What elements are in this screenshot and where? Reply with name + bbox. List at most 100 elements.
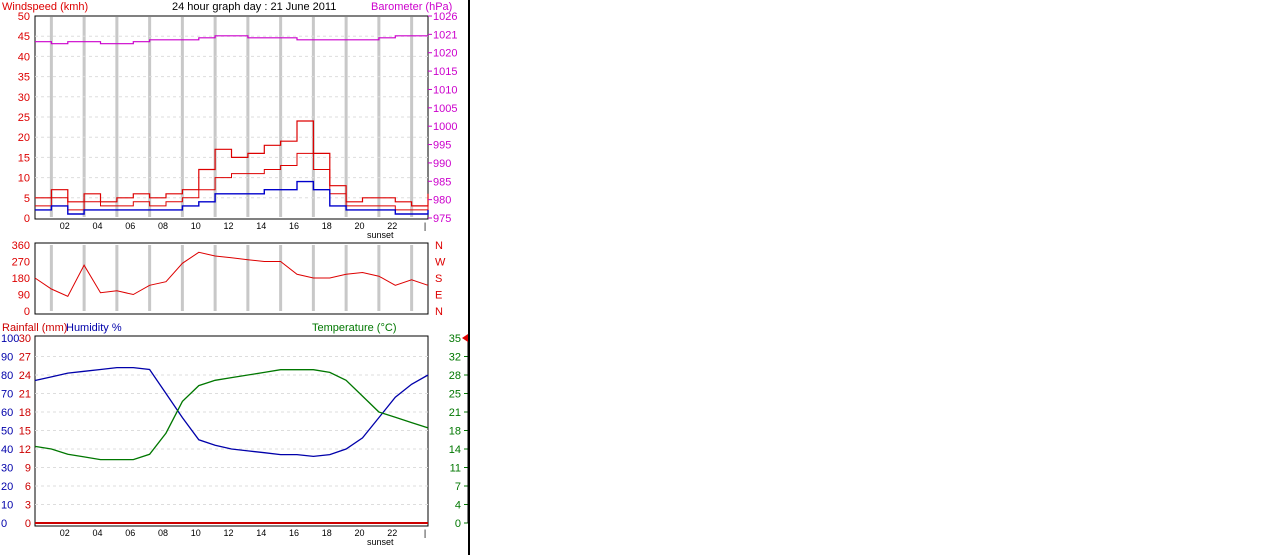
climate-x-tick: 12 <box>223 528 233 538</box>
temperature-y-tick: 14 <box>449 444 461 456</box>
rainfall-y-tick: 6 <box>25 481 31 493</box>
baro-y-tick: 1021 <box>433 29 457 41</box>
wind-y-tick: 15 <box>18 152 30 164</box>
climate-x-tick: 10 <box>191 528 201 538</box>
barometer-line <box>35 35 428 45</box>
rainfall-axis-title: Rainfall (mm) <box>2 322 67 334</box>
wind-panel-frame <box>34 15 429 220</box>
wind-x-tick: 12 <box>223 221 233 231</box>
rainfall-y-tick: 24 <box>19 370 31 382</box>
temperature-y-tick: 35 <box>449 333 461 345</box>
direction-compass-tick: N <box>435 306 443 318</box>
wind-y-tick: 10 <box>18 173 30 185</box>
humidity-y-tick: 80 <box>1 370 13 382</box>
wind-x-tick: 18 <box>322 221 332 231</box>
barometer-axis-title: Barometer (hPa) <box>371 1 452 13</box>
humidity-y-tick: 30 <box>1 463 13 475</box>
temperature-y-tick: 11 <box>450 463 461 475</box>
rainfall-y-tick: 18 <box>19 407 31 419</box>
temperature-y-tick: 0 <box>455 518 461 530</box>
climate-x-tick: 14 <box>256 528 266 538</box>
humidity-y-tick: 50 <box>1 426 13 438</box>
direction-compass-tick: N <box>435 240 443 252</box>
rainfall-y-tick: 0 <box>25 518 31 530</box>
wind-x-tick: | <box>424 221 426 231</box>
humidity-y-tick: 40 <box>1 444 13 456</box>
graph-canvas: Windspeed (kmh) 24 hour graph day : 21 J… <box>1 1 469 547</box>
direction-compass-tick: E <box>435 290 442 302</box>
wind-y-tick: 0 <box>24 213 30 225</box>
wind-x-tick: 22 <box>387 221 397 231</box>
climate-panel-frame <box>34 335 429 527</box>
wind-x-tick: 16 <box>289 221 299 231</box>
direction-compass-tick: W <box>435 257 446 269</box>
direction-y-tick: 360 <box>12 240 30 252</box>
wind-x-tick: 04 <box>92 221 102 231</box>
wind-y-tick: 30 <box>18 92 30 104</box>
temperature-y-tick: 25 <box>449 389 461 401</box>
baro-y-tick: 995 <box>433 140 451 152</box>
temperature-y-tick: 32 <box>449 352 461 364</box>
direction-y-tick: 0 <box>24 306 30 318</box>
temperature-y-tick: 28 <box>449 370 461 382</box>
baro-y-tick: 1000 <box>433 121 457 133</box>
climate-x-tick: 04 <box>92 528 102 538</box>
humidity-y-tick: 100 <box>1 333 19 345</box>
rainfall-y-tick: 27 <box>19 352 31 364</box>
rainfall-y-tick: 15 <box>19 426 31 438</box>
temperature-y-tick: 21 <box>449 407 461 419</box>
baro-y-tick: 1010 <box>433 84 457 96</box>
wind-x-tick: 06 <box>125 221 135 231</box>
wind-gust-line <box>35 120 429 207</box>
climate-x-tick: 18 <box>322 528 332 538</box>
wind-y-tick: 35 <box>18 72 30 84</box>
rainfall-y-tick: 12 <box>19 444 31 456</box>
direction-y-tick: 90 <box>18 290 30 302</box>
wind-y-tick: 20 <box>18 132 30 144</box>
windspeed-axis-title: Windspeed (kmh) <box>2 1 88 13</box>
wind-x-tick: 10 <box>191 221 201 231</box>
climate-x-tick: 06 <box>125 528 135 538</box>
temperature-y-tick: 4 <box>455 500 461 512</box>
direction-y-tick: 180 <box>12 273 30 285</box>
climate-x-tick: 02 <box>60 528 70 538</box>
baro-y-tick: 980 <box>433 195 451 207</box>
direction-compass-tick: S <box>435 273 442 285</box>
humidity-y-tick: 10 <box>1 500 13 512</box>
temperature-pointer-icon <box>462 334 468 342</box>
rainfall-y-tick: 3 <box>25 500 31 512</box>
temperature-y-tick: 18 <box>449 426 461 438</box>
baro-y-tick: 1005 <box>433 103 457 115</box>
baro-y-tick: 1015 <box>433 66 457 78</box>
climate-x-tick: | <box>424 528 426 538</box>
humidity-y-tick: 20 <box>1 481 13 493</box>
chart-title: 24 hour graph day : 21 June 2011 <box>172 1 336 13</box>
sunset-label-top: sunset <box>367 230 394 240</box>
rainfall-y-tick: 9 <box>25 463 31 475</box>
wind-x-tick: 14 <box>256 221 266 231</box>
humidity-y-tick: 90 <box>1 352 13 364</box>
wind-x-tick: 02 <box>60 221 70 231</box>
wind-direction-line <box>34 251 429 297</box>
humidity-y-tick: 70 <box>1 389 13 401</box>
rainfall-y-tick: 30 <box>19 333 31 345</box>
wind-x-tick: 20 <box>354 221 364 231</box>
baro-y-tick: 975 <box>433 213 451 225</box>
humidity-y-tick: 60 <box>1 407 13 419</box>
climate-x-tick: 16 <box>289 528 299 538</box>
climate-x-tick: 20 <box>354 528 364 538</box>
temperature-line <box>34 369 429 461</box>
direction-y-tick: 270 <box>12 257 30 269</box>
temperature-axis-title: Temperature (°C) <box>312 322 396 334</box>
climate-x-tick: 08 <box>158 528 168 538</box>
windspeed-line <box>35 152 429 211</box>
humidity-axis-title: Humidity % <box>66 322 122 334</box>
temperature-y-tick: 7 <box>455 481 461 493</box>
climate-x-tick: 22 <box>387 528 397 538</box>
baro-y-tick: 985 <box>433 176 451 188</box>
sunset-label-bottom: sunset <box>367 537 394 547</box>
wind-x-tick: 08 <box>158 221 168 231</box>
rainfall-y-tick: 21 <box>19 389 31 401</box>
baro-y-tick: 1026 <box>433 11 457 23</box>
wind-y-tick: 5 <box>24 193 30 205</box>
